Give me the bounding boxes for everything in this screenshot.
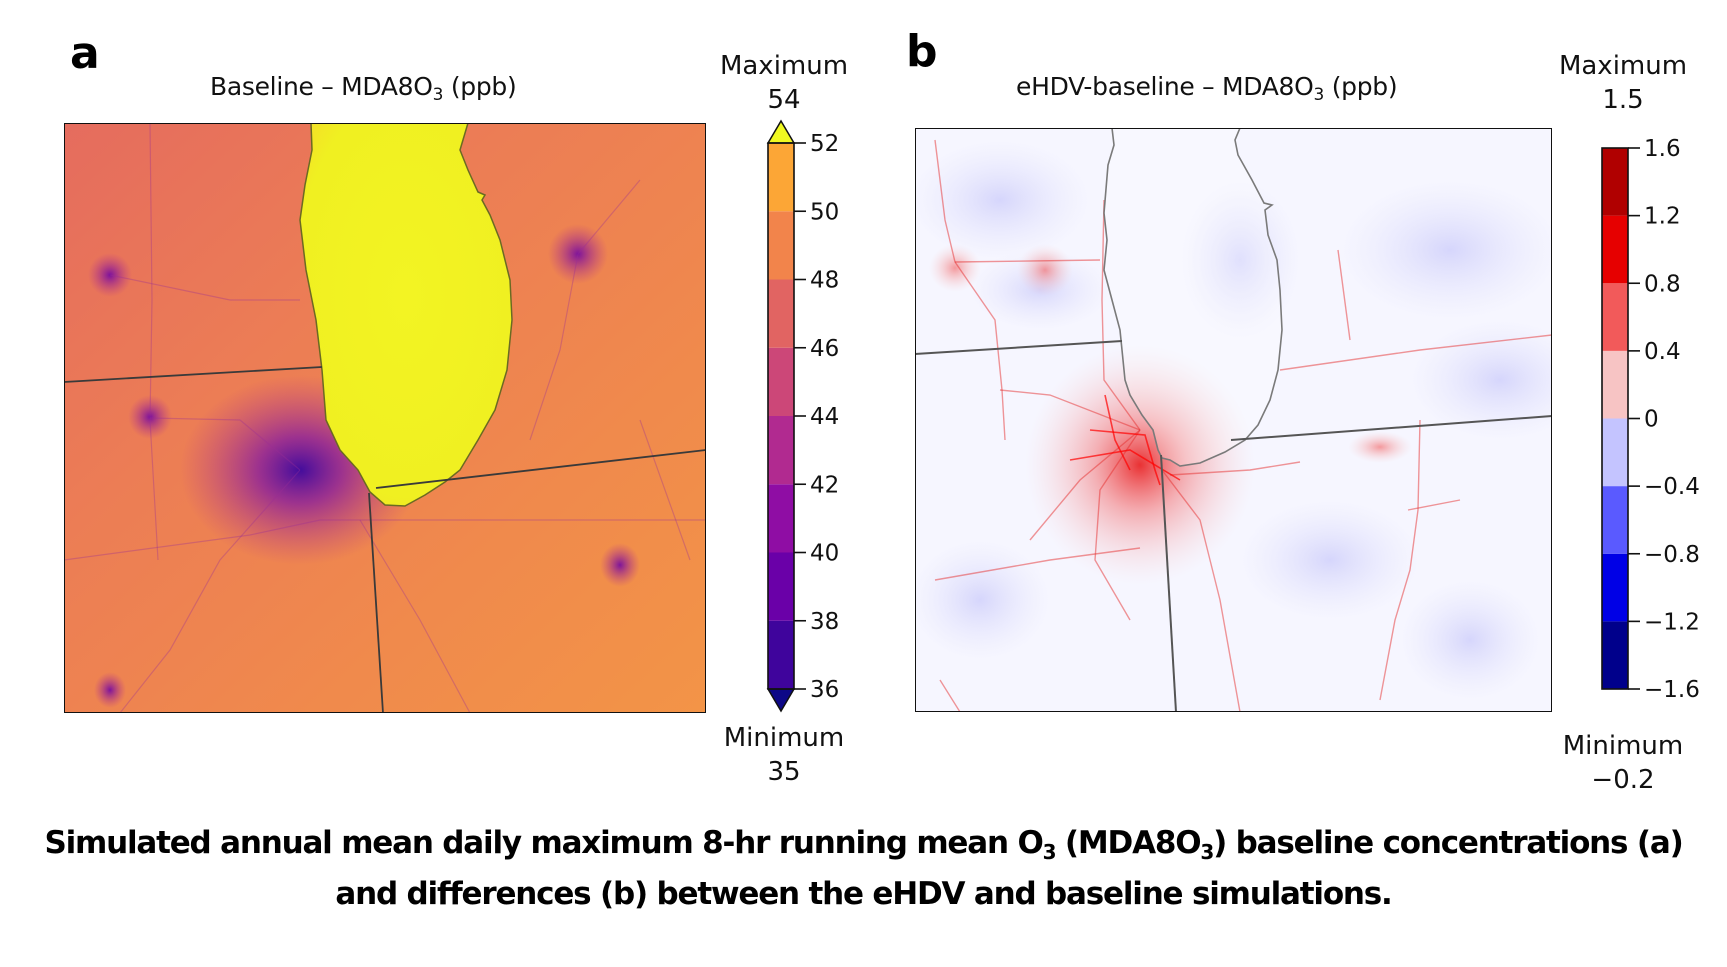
colorbar-b-tick-label: 1.6 [1644, 136, 1681, 162]
map-a-city-blob [94, 672, 126, 708]
panel-b-title-main: eHDV-baseline – MDA8O [1016, 72, 1314, 101]
colorbar-a-tick-label: 40 [810, 541, 839, 567]
colorbar-a-min-label: Minimum [723, 723, 845, 753]
map-b-negative-area [1180, 180, 1300, 340]
colorbar-b-tick-label: −1.2 [1644, 609, 1700, 635]
colorbar-b-segment [1602, 283, 1628, 351]
map-b-negative-area [915, 540, 1050, 660]
map-a-lake-michigan [299, 123, 513, 507]
colorbar-b-min: Minimum −0.2 [1555, 730, 1691, 798]
map-b-chicago-urban-area [1025, 345, 1255, 585]
map-b-state-borders [915, 340, 1552, 712]
panel-a-title-main: Baseline – MDA8O [210, 72, 433, 101]
map-a [64, 123, 706, 713]
map-b-city-blob [929, 244, 981, 292]
colorbar-a-segment [768, 620, 794, 689]
colorbar-b-segment [1602, 486, 1628, 554]
panel-b-title-sub: 3 [1313, 85, 1325, 105]
map-a-city-blob [88, 253, 132, 297]
map-b-negative-area [1340, 180, 1552, 320]
colorbar-a-segment [768, 211, 794, 280]
map-b-negative-area [915, 140, 1090, 260]
colorbar-a-max-value: 54 [767, 84, 801, 115]
colorbar-a-tick-label: 46 [810, 336, 839, 362]
map-a-city-blob [600, 543, 640, 587]
map-b-border-il-in [1160, 454, 1177, 712]
colorbar-b: 1.6 1.2 0.8 0.4 0 −0.4 −0.8 −1.2 −1.6 [1601, 136, 1700, 703]
map-a-border-in-mi [375, 449, 706, 489]
figure-caption-line-1: Simulated annual mean daily maximum 8-hr… [0, 825, 1727, 863]
colorbar-b-max: Maximum 1.5 [1555, 50, 1691, 118]
colorbar-a-tick-label: 38 [810, 609, 839, 635]
colorbar-b-min-value: −0.2 [1591, 764, 1655, 795]
colorbar-a-segment [768, 552, 794, 621]
colorbar-a-tick-label: 50 [810, 199, 839, 225]
colorbar-b-tick-label: 0.4 [1644, 339, 1681, 365]
colorbar-b-tick-label: −0.8 [1644, 542, 1700, 568]
map-b-border-il-wi [915, 340, 1123, 355]
caption-line1-part2: (MDA8O [1055, 825, 1202, 861]
colorbar-a-min-value: 35 [767, 756, 801, 787]
map-a-roads [64, 123, 706, 713]
panel-a-title: Baseline – MDA8O3 (ppb) [210, 72, 517, 104]
map-b-roads [934, 139, 1552, 712]
colorbar-a-tick-label: 44 [810, 404, 839, 430]
panel-letter-b: b [906, 26, 938, 77]
map-a-state-borders [64, 366, 706, 713]
colorbar-a-tick-label: 42 [810, 472, 839, 498]
colorbar-a: 52 50 48 46 44 42 40 38 36 [766, 119, 839, 713]
colorbar-a-max-label: Maximum [719, 51, 849, 81]
colorbar-a-tick-label: 36 [810, 677, 839, 703]
colorbar-b-segment [1602, 148, 1628, 216]
colorbar-b-segment [1602, 418, 1628, 487]
caption-line1-sub2: 3 [1200, 840, 1214, 864]
figure-caption-line-2: and differences (b) between the eHDV and… [335, 876, 1392, 912]
caption-line1-part1: Simulated annual mean daily maximum 8-hr… [44, 825, 1043, 861]
colorbar-b-segment [1602, 350, 1628, 419]
map-b-city-blob [1348, 431, 1412, 463]
colorbar-b-tick-label: 0.8 [1644, 271, 1681, 297]
colorbar-b-segment [1602, 553, 1628, 622]
panel-b-title: eHDV-baseline – MDA8O3 (ppb) [1016, 72, 1398, 104]
colorbar-b-tick-label: −1.6 [1644, 677, 1700, 703]
colorbar-b-tick-label: 0 [1644, 407, 1659, 433]
colorbar-b-segment [1602, 215, 1628, 284]
colorbar-b-tick-label: 1.2 [1644, 204, 1681, 230]
map-b-urban-roads [1069, 394, 1181, 486]
colorbar-a-max: Maximum 54 [716, 50, 852, 118]
map-b-negative-area [1240, 500, 1420, 620]
colorbar-a-segment [768, 484, 794, 553]
colorbar-a-segment [768, 347, 794, 416]
panel-letter-a: a [70, 28, 100, 79]
map-b [915, 128, 1552, 712]
colorbar-b-max-value: 1.5 [1602, 84, 1644, 115]
colorbar-a-segment [768, 279, 794, 348]
colorbar-a-tick-label: 52 [810, 131, 839, 157]
map-a-city-blob [128, 395, 172, 439]
colorbar-a-extend-min-triangle [766, 688, 796, 713]
map-a-border-il-in [368, 492, 384, 713]
colorbar-a-segment [768, 416, 794, 485]
map-b-negative-area [1410, 320, 1552, 440]
map-b-negative-area [1400, 580, 1540, 700]
panel-a-title-sub: 3 [432, 85, 444, 105]
colorbar-a-extend-max-triangle [766, 119, 796, 144]
map-b-city-blob [1017, 244, 1073, 296]
colorbar-a-segment [768, 143, 794, 212]
colorbar-b-segment [1602, 621, 1628, 689]
map-b-border-in-mi [1230, 415, 1552, 441]
colorbar-b-min-label: Minimum [1562, 731, 1684, 761]
caption-line1-part3: ) baseline concentrations (a) [1213, 825, 1684, 861]
map-b-lake-michigan [1103, 128, 1283, 467]
caption-line1-sub1: 3 [1042, 840, 1057, 864]
colorbar-a-min: Minimum 35 [716, 722, 852, 790]
colorbar-b-tick-label: −0.4 [1644, 474, 1700, 500]
colorbar-a-tick-label: 48 [810, 268, 839, 294]
panel-b-title-unit: (ppb) [1324, 72, 1398, 101]
colorbar-b-max-label: Maximum [1558, 51, 1688, 81]
map-a-city-blob [548, 224, 608, 284]
map-a-border-il-wi [64, 366, 323, 383]
panel-a-title-unit: (ppb) [443, 72, 517, 101]
